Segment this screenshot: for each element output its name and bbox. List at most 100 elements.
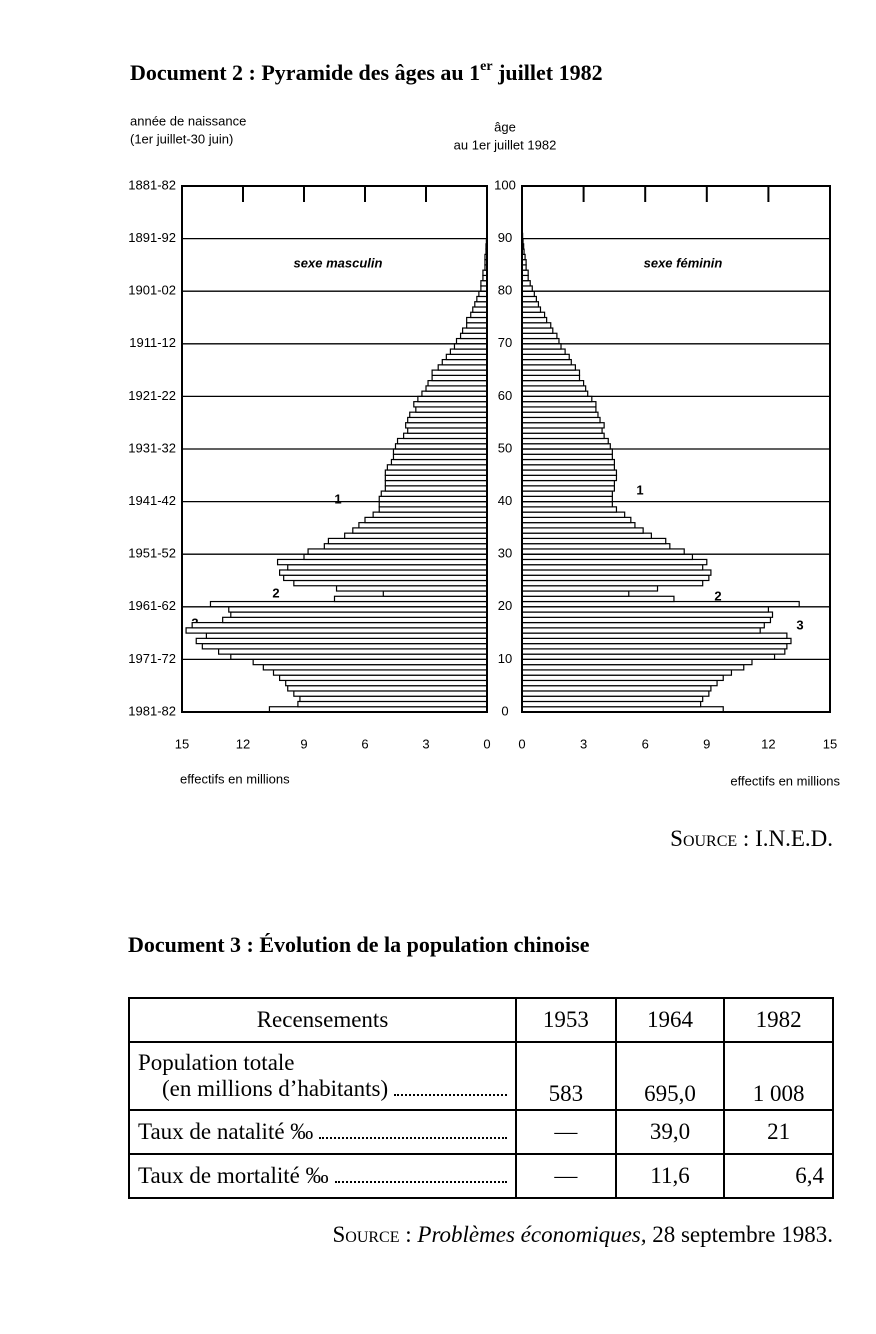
bar [462, 327, 488, 334]
bar [521, 679, 718, 687]
birth-year-label: 1971-72 [128, 651, 176, 666]
bar [521, 427, 603, 434]
y-tick-label: 70 [498, 335, 512, 350]
bar [521, 401, 597, 408]
y-tick-label: 50 [498, 440, 512, 455]
bar [466, 316, 488, 324]
bar [205, 632, 488, 639]
bar [521, 558, 708, 566]
x-tick-label: 15 [175, 736, 189, 751]
bar [352, 527, 488, 534]
row-label: Population totale (en millions d’habitant… [128, 1041, 517, 1111]
x-axis-label: effectifs en millions [730, 773, 840, 788]
bar [335, 585, 488, 592]
bar [521, 621, 765, 629]
bar [386, 464, 488, 471]
bar [521, 474, 618, 482]
x-axis-label: effectifs en millions [180, 771, 290, 786]
label-line: (en millions d’habitants) [138, 1076, 507, 1102]
bar [279, 674, 488, 682]
bar [521, 506, 618, 513]
axis-label: (1er juillet-30 juin) [130, 131, 233, 146]
bar [384, 469, 488, 476]
bar [413, 401, 488, 408]
title-part: Document 2 : Pyramide des âges au 1 [130, 60, 480, 85]
cell: — [515, 1109, 617, 1155]
bar [521, 443, 611, 450]
bar [405, 422, 488, 429]
bar [372, 511, 488, 518]
cell: 21 [723, 1109, 834, 1155]
y-tick-label: 30 [498, 546, 512, 561]
bar [303, 553, 488, 561]
bar [445, 353, 488, 361]
bar [521, 501, 613, 508]
bar [407, 427, 488, 434]
bar [453, 343, 488, 350]
bar [403, 432, 488, 440]
bar [521, 406, 597, 413]
header-cell: Recensements [128, 997, 517, 1043]
bar [521, 411, 599, 419]
birth-year-label: 1911-12 [129, 335, 176, 350]
bar [474, 301, 488, 308]
section-title: Document 3 : Évolution de la population … [128, 932, 590, 957]
label-text: (en millions d’habitants) [162, 1076, 389, 1101]
birth-year-label: 1981-82 [128, 703, 176, 718]
bar [384, 479, 488, 487]
bar [441, 358, 488, 366]
bar [521, 690, 710, 697]
bar [521, 327, 554, 334]
legend-label: sexe masculin [294, 255, 383, 270]
chart-title: Document 2 : Pyramide des âges au 1er ju… [130, 59, 603, 85]
bar [521, 322, 552, 329]
bar [521, 369, 581, 376]
bar [252, 658, 488, 666]
bar [521, 485, 616, 492]
bar [476, 295, 488, 303]
annotation: 1 [334, 491, 341, 506]
bar [297, 700, 488, 708]
x-tick-label: 3 [580, 736, 587, 751]
bar [521, 548, 685, 555]
label-text: Taux de mortalité ‰ [138, 1163, 329, 1188]
y-tick-label: 100 [494, 177, 516, 192]
source: Source : Problèmes économiques, 28 septe… [332, 1222, 833, 1248]
cell: 1 008 [723, 1041, 834, 1111]
bar [293, 579, 488, 587]
bar [378, 501, 488, 508]
bar [425, 385, 488, 392]
bar [230, 653, 488, 661]
bar [521, 664, 745, 671]
header-cell: 1982 [723, 997, 834, 1043]
title-sup: er [480, 59, 492, 74]
bar [521, 674, 724, 682]
x-tick-label: 0 [483, 736, 490, 751]
bar [333, 595, 488, 603]
birth-year-label: 1891-92 [128, 230, 176, 245]
bar [521, 532, 652, 540]
bar [390, 458, 488, 466]
cell: — [515, 1153, 617, 1199]
cell: 39,0 [614, 1109, 726, 1155]
bar [521, 290, 535, 298]
bar [521, 595, 675, 603]
bar [521, 543, 671, 550]
source-text: Source : [332, 1222, 412, 1247]
source: Source : I.N.E.D. [670, 826, 833, 852]
y-tick-label: 20 [498, 598, 512, 613]
label-text: Taux de natalité ‰ [138, 1119, 314, 1144]
bar [521, 453, 613, 461]
bar [327, 537, 488, 545]
bar [521, 306, 542, 313]
x-tick-label: 12 [761, 736, 775, 751]
bar [521, 479, 616, 487]
bar [521, 364, 576, 371]
bar [521, 295, 537, 303]
bar [521, 353, 570, 361]
bar [521, 600, 800, 608]
birth-year-label: 1881-82 [128, 177, 176, 192]
bar [521, 490, 613, 497]
bar [521, 422, 605, 429]
bar [521, 648, 786, 655]
